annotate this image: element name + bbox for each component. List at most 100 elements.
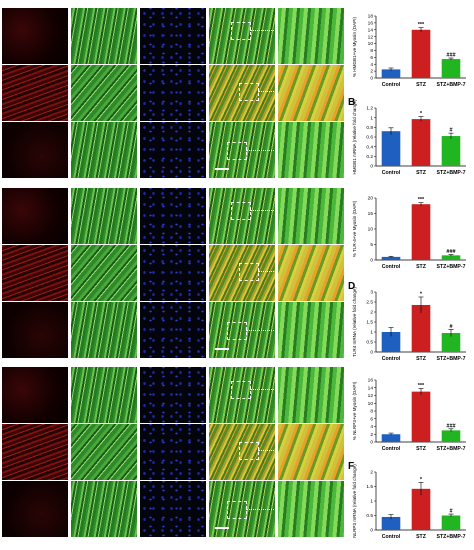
significance-label: ### bbox=[446, 249, 455, 255]
micrograph-tile bbox=[278, 65, 344, 121]
x-tick-label: STZ+BMP-7 bbox=[437, 356, 466, 362]
x-tick-label: STZ+BMP-7 bbox=[437, 446, 466, 452]
x-tick-label: Control bbox=[382, 356, 401, 362]
micrograph-tile bbox=[209, 8, 275, 64]
y-tick-label: 1.5 bbox=[366, 484, 373, 490]
x-tick-label: STZ+BMP-7 bbox=[437, 264, 466, 270]
y-tick-label: 10 bbox=[368, 227, 374, 233]
y-tick-label: 15 bbox=[368, 211, 374, 217]
y-tick-label: 0 bbox=[370, 164, 373, 170]
bar bbox=[411, 305, 431, 352]
micrograph-tile bbox=[140, 245, 206, 301]
bar bbox=[441, 333, 461, 352]
y-tick-label: 0 bbox=[370, 258, 373, 264]
y-tick-label: 2 bbox=[370, 470, 373, 476]
zoom-region-box bbox=[227, 142, 247, 160]
micrograph-tile bbox=[2, 302, 68, 358]
y-tick-label: 4 bbox=[370, 62, 373, 68]
zoom-region-box bbox=[231, 381, 251, 399]
micrograph-tile bbox=[71, 245, 137, 301]
micrograph-tile bbox=[2, 481, 68, 537]
micrograph-tile bbox=[278, 122, 344, 178]
micrograph-tile bbox=[140, 367, 206, 423]
panel-letter: D bbox=[348, 281, 355, 292]
bar-chart: % TLR-4+ve Myosin (DAPI) 0 5 10 15 20 Control *… bbox=[352, 196, 466, 270]
x-tick-label: STZ bbox=[416, 264, 427, 270]
micrograph-tile bbox=[2, 245, 68, 301]
y-tick-label: 14 bbox=[368, 385, 374, 391]
zoom-region-box bbox=[239, 442, 259, 460]
zoom-arrow bbox=[250, 210, 296, 211]
micrograph-tile bbox=[2, 65, 68, 121]
bar bbox=[441, 255, 461, 260]
y-tick-label: 1 bbox=[370, 499, 373, 505]
y-tick-label: 12 bbox=[368, 34, 374, 40]
bar bbox=[411, 119, 431, 166]
x-tick-label: STZ bbox=[416, 446, 427, 452]
y-tick-label: 0 bbox=[370, 350, 373, 356]
bar bbox=[411, 391, 431, 442]
micrograph-tile bbox=[71, 188, 137, 244]
y-tick-label: 2.5 bbox=[366, 300, 373, 306]
zoom-arrow bbox=[250, 389, 296, 390]
y-tick-label: 12 bbox=[368, 393, 374, 399]
y-tick-label: 0.5 bbox=[366, 340, 373, 346]
micrograph-tile bbox=[71, 424, 137, 480]
micrograph-tile bbox=[71, 8, 137, 64]
micrograph-tile bbox=[140, 65, 206, 121]
significance-label: *** bbox=[418, 197, 425, 203]
x-tick-label: STZ+BMP-7 bbox=[437, 82, 466, 88]
x-tick-label: Control bbox=[382, 82, 401, 88]
zoom-arrow bbox=[258, 91, 296, 92]
y-tick-label: 6 bbox=[370, 416, 373, 422]
y-tick-label: 14 bbox=[368, 27, 374, 33]
x-tick-label: STZ bbox=[416, 534, 427, 540]
micrograph-tile bbox=[71, 367, 137, 423]
bar bbox=[381, 516, 401, 530]
y-tick-label: 0.8 bbox=[366, 125, 373, 131]
x-tick-label: Control bbox=[382, 264, 401, 270]
scale-bar bbox=[215, 168, 229, 170]
bar bbox=[381, 131, 401, 166]
y-tick-label: 1.2 bbox=[366, 106, 373, 112]
micrograph-tile bbox=[71, 481, 137, 537]
panel-letter: F bbox=[348, 461, 354, 472]
x-tick-label: Control bbox=[382, 534, 401, 540]
bar bbox=[381, 332, 401, 352]
scale-bar bbox=[215, 527, 229, 529]
x-tick-label: STZ bbox=[416, 82, 427, 88]
micrograph-tile bbox=[278, 481, 344, 537]
x-tick-label: STZ bbox=[416, 170, 427, 176]
zoom-arrow bbox=[246, 330, 296, 331]
micrograph-tile bbox=[278, 188, 344, 244]
bar bbox=[441, 515, 461, 530]
y-tick-label: 3 bbox=[370, 290, 373, 296]
micrograph-tile bbox=[140, 188, 206, 244]
micrograph-tile bbox=[209, 65, 275, 121]
significance-label: *** bbox=[418, 383, 425, 389]
zoom-arrow bbox=[258, 271, 296, 272]
zoom-arrow bbox=[246, 150, 296, 151]
y-tick-label: 5 bbox=[370, 242, 373, 248]
micrograph-tile bbox=[140, 481, 206, 537]
zoom-region-box bbox=[227, 501, 247, 519]
micrograph-tile bbox=[140, 8, 206, 64]
micrograph-tile bbox=[71, 302, 137, 358]
y-tick-label: 8 bbox=[370, 409, 373, 415]
micrograph-tile bbox=[71, 122, 137, 178]
y-tick-label: 1.5 bbox=[366, 320, 373, 326]
panel-letter: B bbox=[348, 97, 355, 108]
y-tick-label: 0.5 bbox=[366, 513, 373, 519]
micrograph-tile bbox=[278, 245, 344, 301]
y-tick-label: 16 bbox=[368, 378, 374, 384]
y-tick-label: 0.4 bbox=[366, 144, 373, 150]
y-tick-label: 0 bbox=[370, 528, 373, 534]
micrograph-tile bbox=[278, 424, 344, 480]
y-tick-label: 6 bbox=[370, 55, 373, 61]
zoom-arrow bbox=[258, 450, 296, 451]
significance-label: # bbox=[449, 128, 452, 134]
